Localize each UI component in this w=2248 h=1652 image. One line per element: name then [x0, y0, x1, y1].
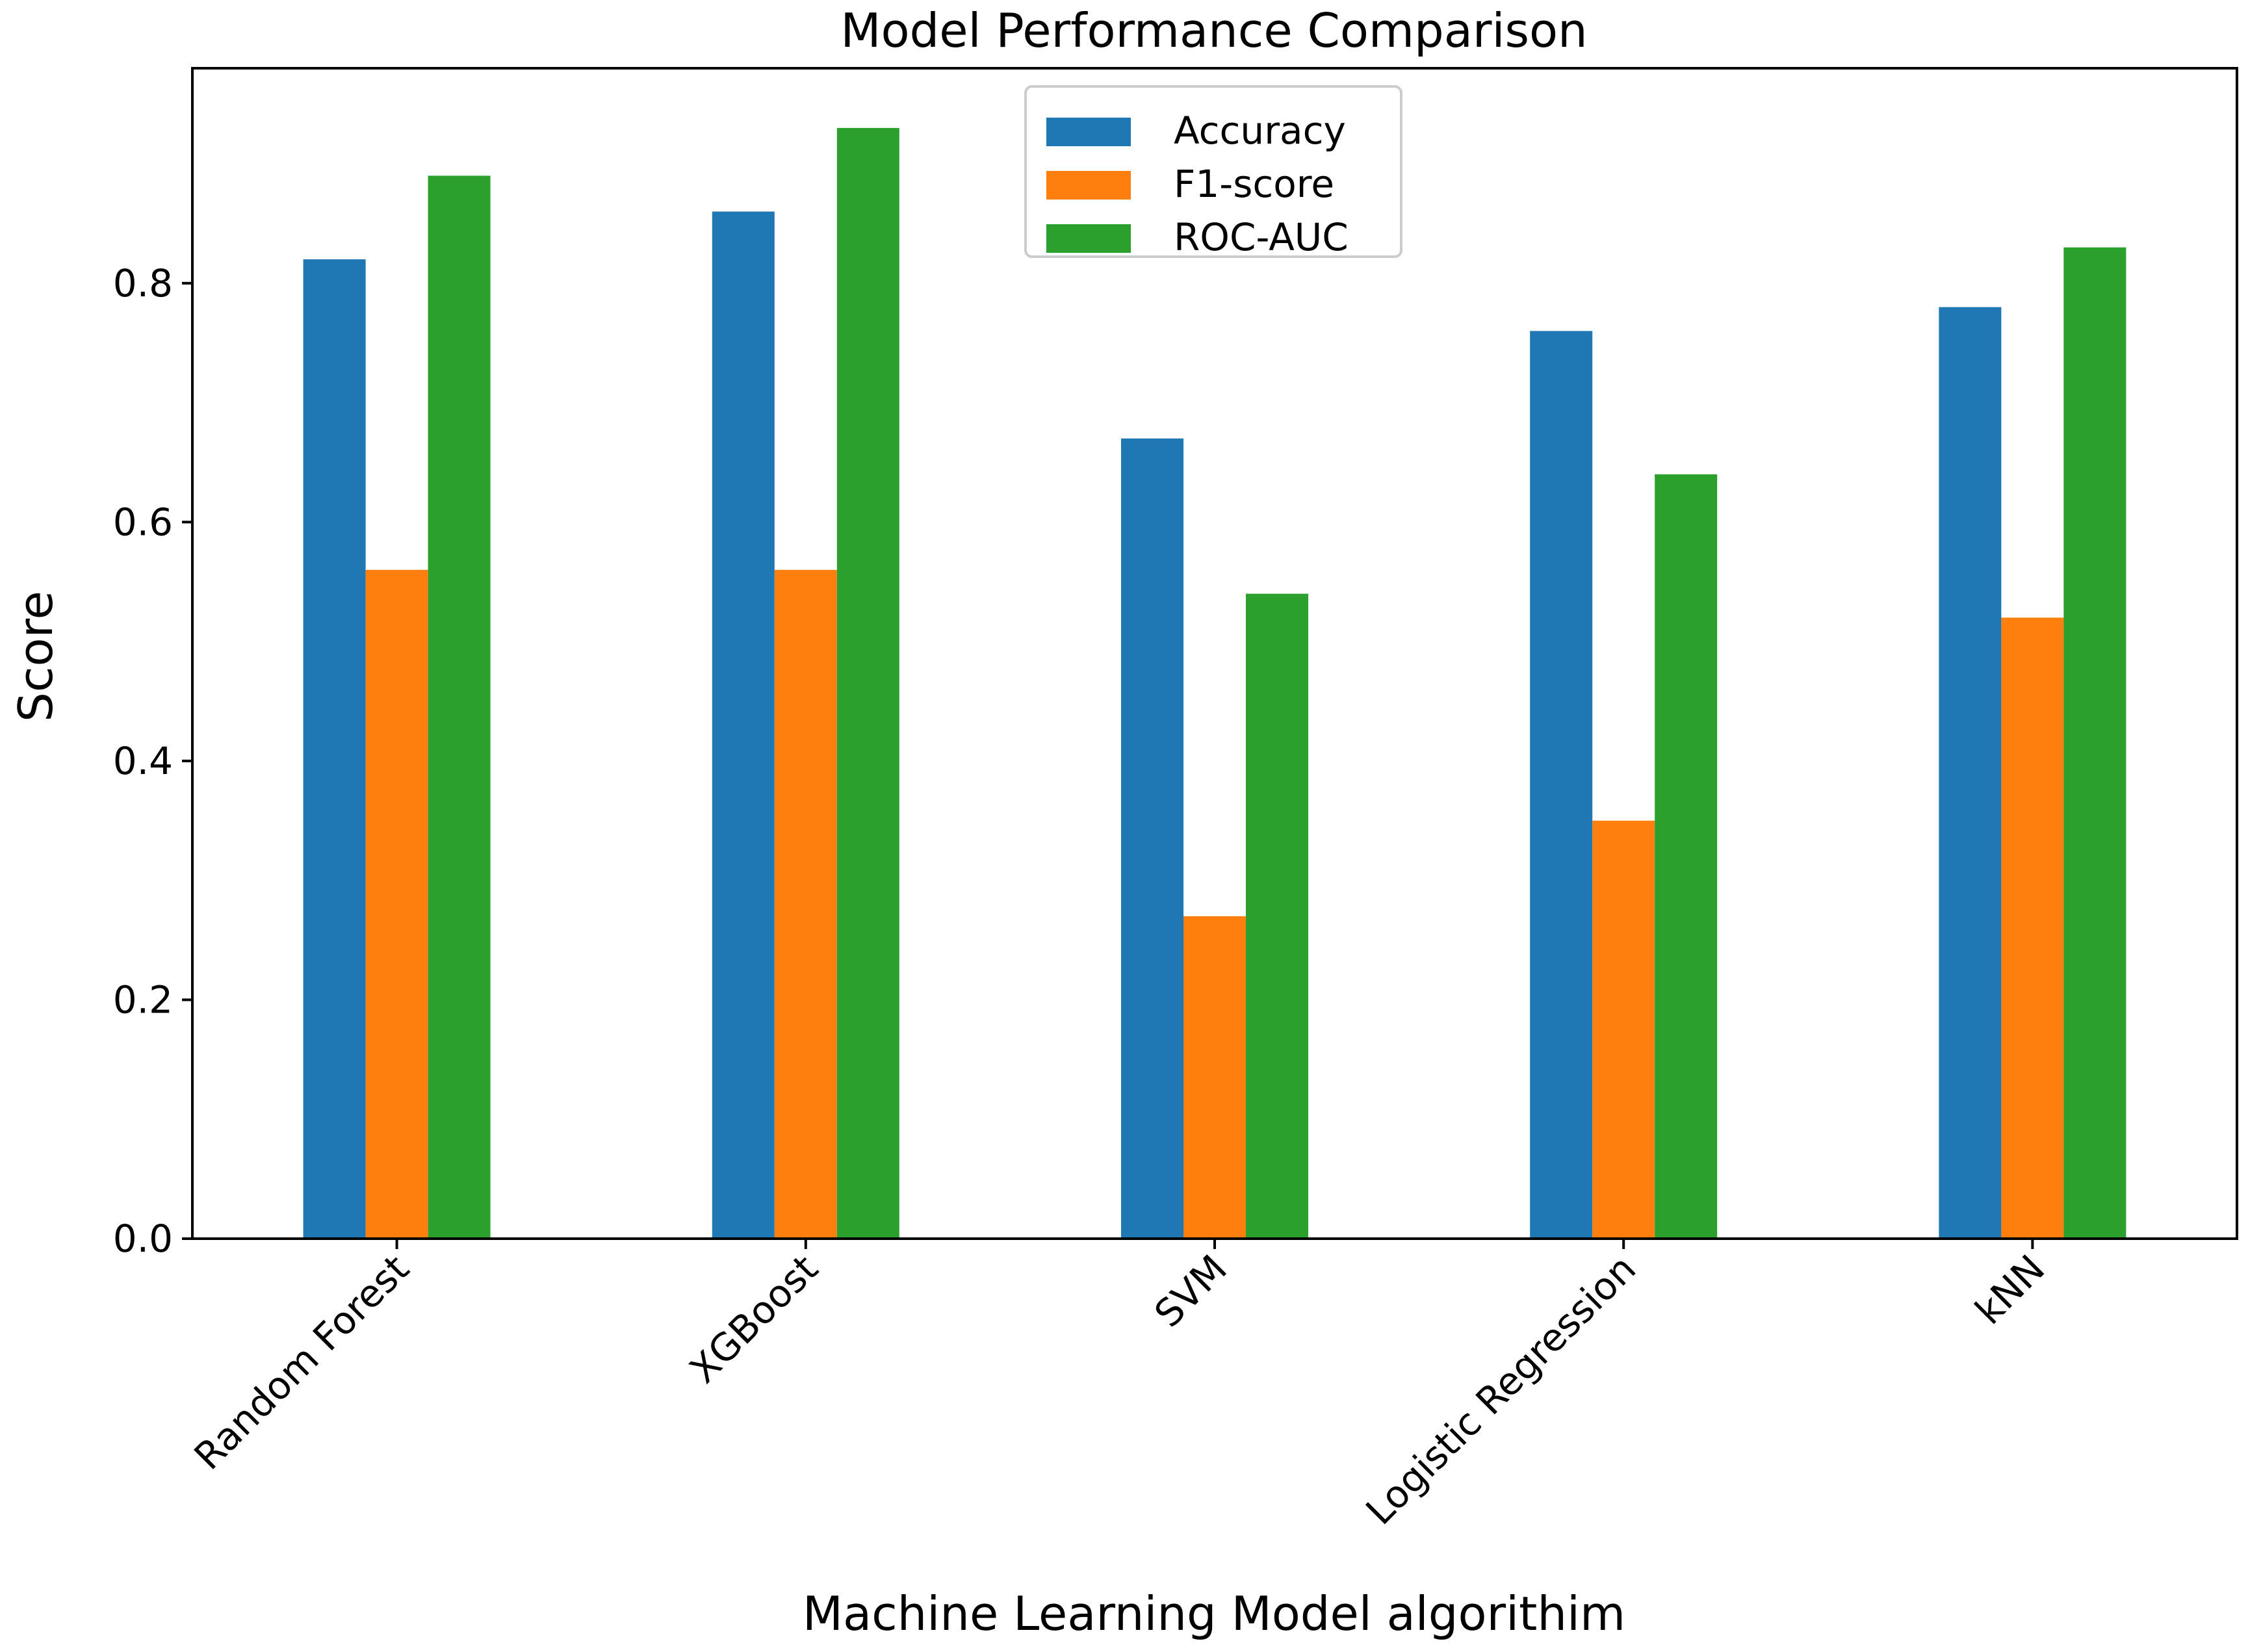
bar-accuracy-0: [303, 259, 366, 1239]
x-axis-label: Machine Learning Model algorithim: [803, 1586, 1625, 1641]
x-tick-label: XGBoost: [681, 1246, 827, 1392]
bar-accuracy-2: [1121, 438, 1183, 1239]
bar-accuracy-4: [1939, 307, 2002, 1239]
bar-f1-score-1: [774, 569, 837, 1239]
y-axis-label: Score: [8, 591, 63, 722]
x-tick-label: SVM: [1146, 1246, 1235, 1336]
legend-label: F1-score: [1174, 162, 1334, 206]
bar-f1-score-4: [2001, 617, 2064, 1239]
x-tick-label: Logistic Regression: [1358, 1246, 1644, 1533]
y-tick-label: 0.2: [113, 977, 173, 1022]
x-axis: Random Forest XGBoost SVM Logistic Regressi…: [186, 1239, 2053, 1533]
bar-roc-auc-4: [2063, 247, 2126, 1239]
y-tick-label: 0.8: [113, 261, 173, 305]
bar-accuracy-3: [1530, 331, 1593, 1239]
legend-label: ROC-AUC: [1174, 215, 1349, 259]
bar-roc-auc-2: [1246, 593, 1308, 1239]
y-tick-label: 0.4: [113, 739, 173, 783]
bar-f1-score-0: [365, 569, 428, 1239]
legend-swatch: [1046, 224, 1131, 253]
legend-swatch: [1046, 171, 1131, 200]
bar-f1-score-2: [1183, 916, 1246, 1239]
bar-roc-auc-0: [428, 175, 491, 1239]
bar-f1-score-3: [1592, 820, 1655, 1239]
bar-accuracy-1: [712, 211, 775, 1239]
bar-roc-auc-1: [836, 127, 899, 1239]
legend-swatch: [1046, 118, 1131, 146]
legend-label: Accuracy: [1174, 109, 1346, 153]
bars-layer: [303, 127, 2126, 1239]
y-axis: 0.0 0.2 0.4 0.6 0.8: [113, 261, 192, 1261]
legend: Accuracy F1-score ROC-AUC: [1024, 85, 1402, 259]
x-tick-label: kNN: [1967, 1246, 2053, 1333]
chart-title: Model Performance Comparison: [840, 3, 1587, 58]
x-tick-label: Random Forest: [186, 1246, 418, 1478]
y-tick-label: 0.0: [113, 1217, 173, 1261]
bar-roc-auc-3: [1655, 474, 1718, 1239]
y-tick-label: 0.6: [113, 500, 173, 544]
